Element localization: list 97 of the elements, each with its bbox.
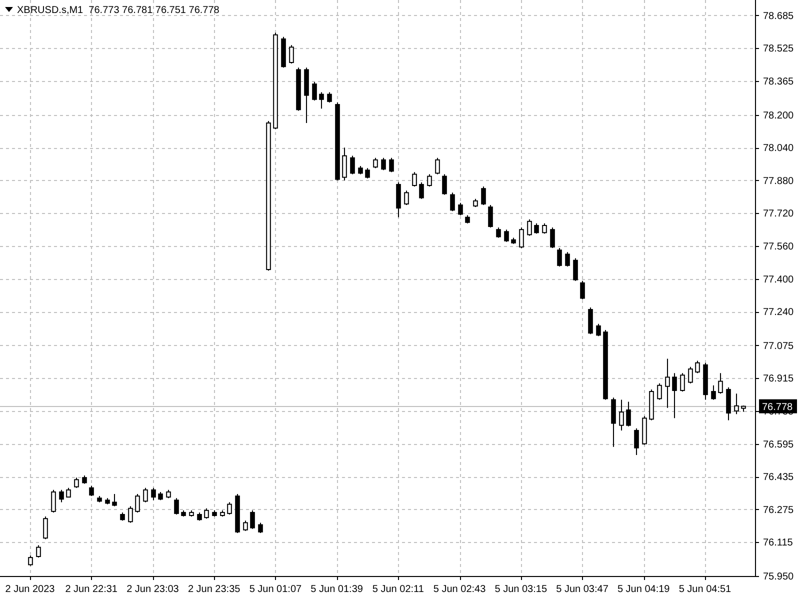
y-tick-label: 76.595 xyxy=(763,439,794,450)
candlestick xyxy=(74,477,79,488)
y-tick-label: 76.115 xyxy=(763,538,794,549)
candlestick xyxy=(128,506,133,524)
candlestick xyxy=(419,182,424,200)
candlestick xyxy=(542,222,547,234)
candlestick xyxy=(250,510,255,530)
candlestick xyxy=(404,190,409,206)
y-tick-label: 77.400 xyxy=(763,274,794,286)
y-tick-label: 78.525 xyxy=(763,44,794,55)
candlestick xyxy=(680,372,685,392)
y-tick-label: 78.200 xyxy=(763,110,794,122)
candlestick xyxy=(726,386,731,421)
candlestick xyxy=(151,487,156,501)
x-tick-label: 5 Jun 01:07 xyxy=(249,584,302,595)
candlestick xyxy=(718,372,723,394)
x-tick-label: 5 Jun 04:51 xyxy=(678,584,732,595)
candlestick xyxy=(519,227,524,249)
candlestick xyxy=(143,487,148,503)
candlestick xyxy=(204,508,209,520)
candlestick xyxy=(504,229,509,242)
candlestick xyxy=(481,186,486,206)
candlestick xyxy=(619,399,624,431)
candlestick xyxy=(688,366,693,384)
candlestick xyxy=(734,393,739,415)
x-tick-label: 2 Jun 2023 xyxy=(5,584,56,595)
y-tick-label: 76.275 xyxy=(763,504,794,516)
text: XBRUSD.s,M1 76.773 76.781 76.751 76.778 xyxy=(17,5,220,16)
y-tick-label: 78.040 xyxy=(763,143,794,154)
candlestick xyxy=(89,485,94,497)
candlestick xyxy=(319,92,324,110)
candlestick xyxy=(396,182,401,218)
y-tick-label: 77.240 xyxy=(763,307,794,318)
candlestick xyxy=(711,384,716,400)
candlestick xyxy=(412,172,417,188)
candlestick xyxy=(373,157,378,169)
x-tick-label: 2 Jun 23:03 xyxy=(126,584,180,595)
candlestick xyxy=(258,522,263,534)
candlestick xyxy=(389,157,394,173)
candlestick xyxy=(36,544,41,558)
y-tick-label: 76.915 xyxy=(763,374,794,385)
x-tick-label: 5 Jun 02:11 xyxy=(372,584,424,595)
candlestick xyxy=(695,360,700,374)
y-tick-label: 78.365 xyxy=(763,76,794,88)
y-tick-label: 77.075 xyxy=(763,340,794,352)
candlestick xyxy=(626,401,631,427)
candlestick xyxy=(327,92,332,103)
candlestick xyxy=(557,248,562,267)
candlestick xyxy=(59,489,64,503)
x-tick-label: 5 Jun 01:39 xyxy=(310,584,364,595)
candlestick xyxy=(450,192,455,212)
candlestick xyxy=(657,382,662,400)
candlestick xyxy=(672,372,677,419)
y-tick-label: 76.435 xyxy=(763,472,794,484)
x-tick-label: 5 Jun 04:19 xyxy=(617,584,670,595)
candlestick xyxy=(435,157,440,175)
candlestick xyxy=(427,174,432,188)
candlestick xyxy=(135,494,140,513)
candlestick xyxy=(350,155,355,175)
candlestick xyxy=(365,168,370,179)
x-tick-label: 5 Jun 02:43 xyxy=(433,584,486,595)
candlestick xyxy=(534,222,539,234)
candlestick xyxy=(112,494,117,507)
candlestick xyxy=(458,202,463,216)
x-tick-label: 5 Jun 03:47 xyxy=(556,584,609,595)
candlestick xyxy=(580,280,585,300)
y-tick-label: 75.950 xyxy=(763,572,794,582)
candlestick xyxy=(342,147,347,181)
candlestick xyxy=(28,555,33,566)
y-tick-label: 78.685 xyxy=(763,10,794,22)
candlestick xyxy=(174,498,179,516)
candlestick xyxy=(43,516,48,540)
candlestick xyxy=(588,306,593,335)
x-tick-label: 2 Jun 23:35 xyxy=(188,584,241,595)
candlestick xyxy=(527,218,532,236)
candlestick xyxy=(488,204,493,228)
candlestick xyxy=(51,489,56,513)
candlestick xyxy=(634,428,639,456)
candlestick xyxy=(289,44,294,64)
candlestick xyxy=(565,252,570,267)
candlestick xyxy=(442,174,447,196)
y-tick-label: 77.720 xyxy=(763,208,794,220)
x-tick-label: 2 Jun 22:31 xyxy=(65,584,118,595)
candlestick xyxy=(243,520,248,532)
candlestick xyxy=(573,258,578,282)
y-tick-label: 77.880 xyxy=(763,176,794,187)
y-tick-label: 77.560 xyxy=(763,241,794,252)
ref-line-label: 76.778 xyxy=(762,402,794,413)
candlestick xyxy=(596,323,601,337)
candlestick xyxy=(312,81,317,101)
candlestick xyxy=(611,397,616,448)
candlestick xyxy=(227,502,232,516)
candlestick xyxy=(550,227,555,249)
candlestick xyxy=(665,358,670,408)
x-tick-label: 5 Jun 03:15 xyxy=(494,584,548,595)
candlestick xyxy=(381,157,386,171)
candlestick xyxy=(496,227,501,238)
